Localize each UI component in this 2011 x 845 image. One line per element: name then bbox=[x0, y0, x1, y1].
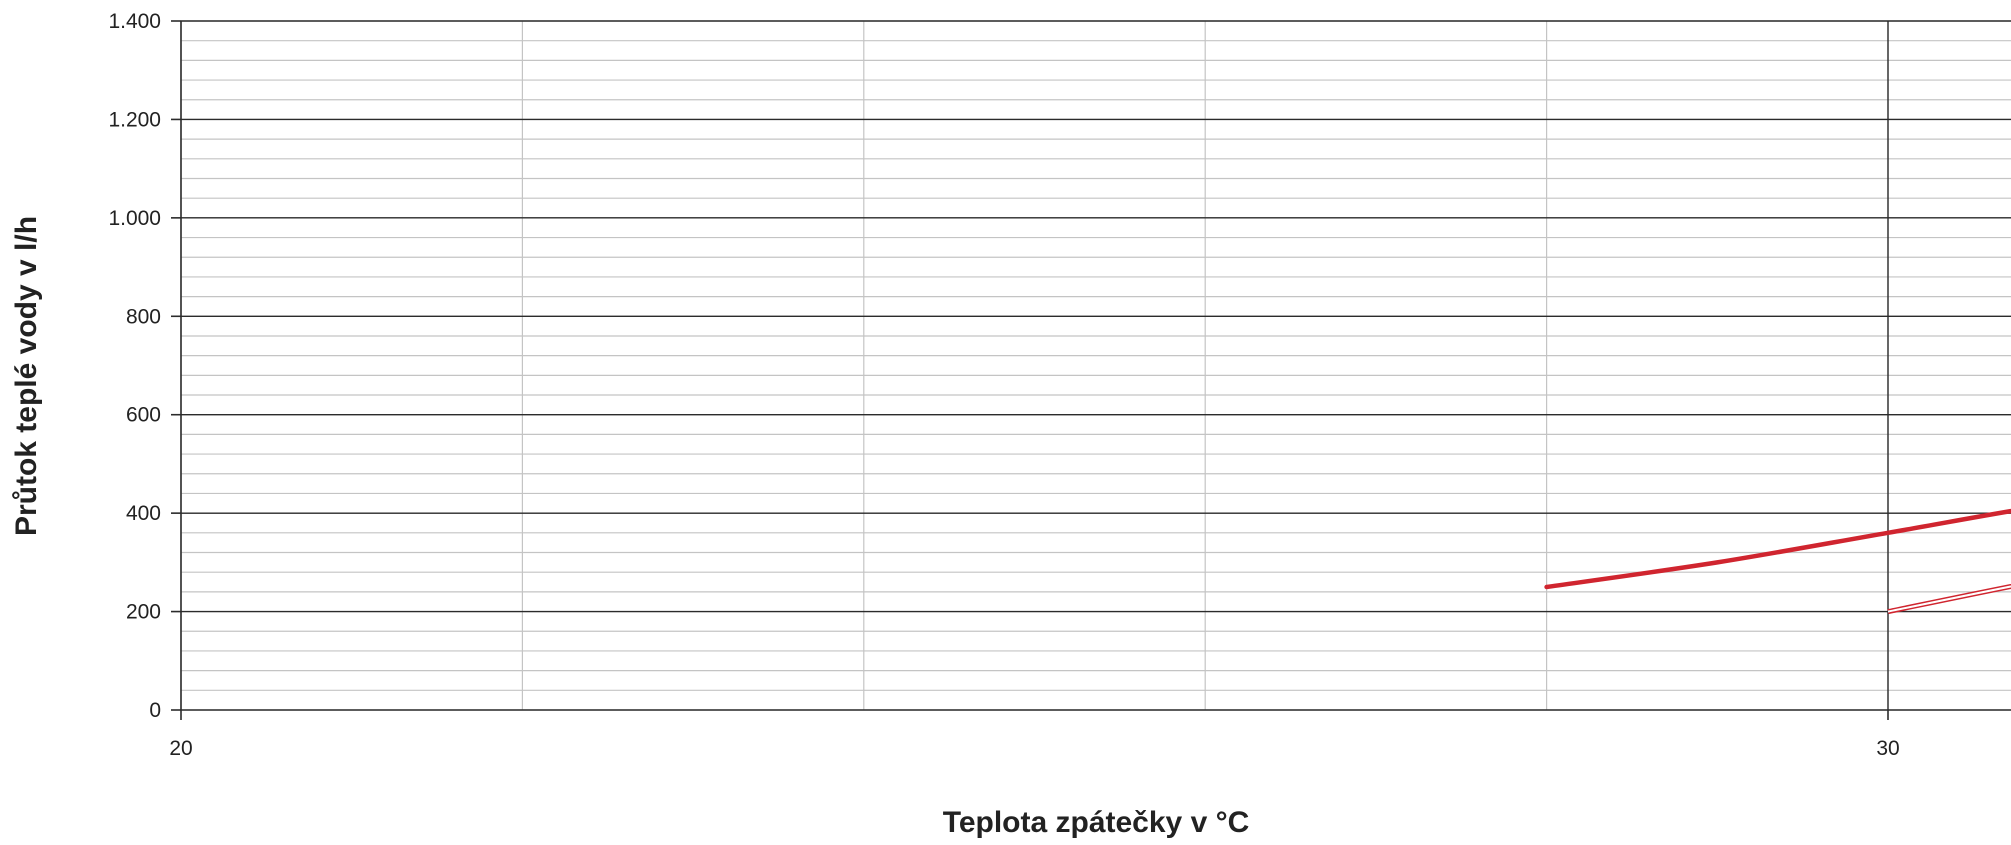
y-tick-label: 0 bbox=[149, 699, 161, 722]
x-axis-title: Teplota zpátečky v °C bbox=[942, 806, 1250, 839]
y-tick-label: 200 bbox=[126, 601, 161, 624]
y-tick-label: 1.200 bbox=[108, 108, 161, 131]
x-tick-label: 20 bbox=[169, 737, 192, 760]
axes bbox=[171, 20, 2011, 720]
y-tick-label: 400 bbox=[126, 502, 161, 525]
series-lines bbox=[1544, 508, 2011, 615]
y-tick-label: 1.400 bbox=[108, 10, 161, 33]
x-tick-labels: 20304050607080 bbox=[169, 737, 1899, 760]
y-axis-title: Průtok teplé vody v l/h bbox=[10, 215, 43, 537]
y-tick-label: 1.000 bbox=[108, 207, 161, 230]
major-grid bbox=[181, 20, 2011, 710]
y-tick-labels: 0 200 400 600 800 1.000 1.200 1.400 bbox=[108, 10, 161, 722]
y-tick-label: 800 bbox=[126, 305, 161, 328]
series-line-80-60 bbox=[1887, 583, 2011, 615]
y-tick-label: 600 bbox=[126, 404, 161, 427]
x-tick-label: 30 bbox=[1876, 737, 1899, 760]
minor-grid bbox=[180, 20, 2011, 711]
series-line-80-60-inner bbox=[1887, 585, 2011, 613]
series-line-80-60-outer bbox=[1887, 583, 2011, 615]
